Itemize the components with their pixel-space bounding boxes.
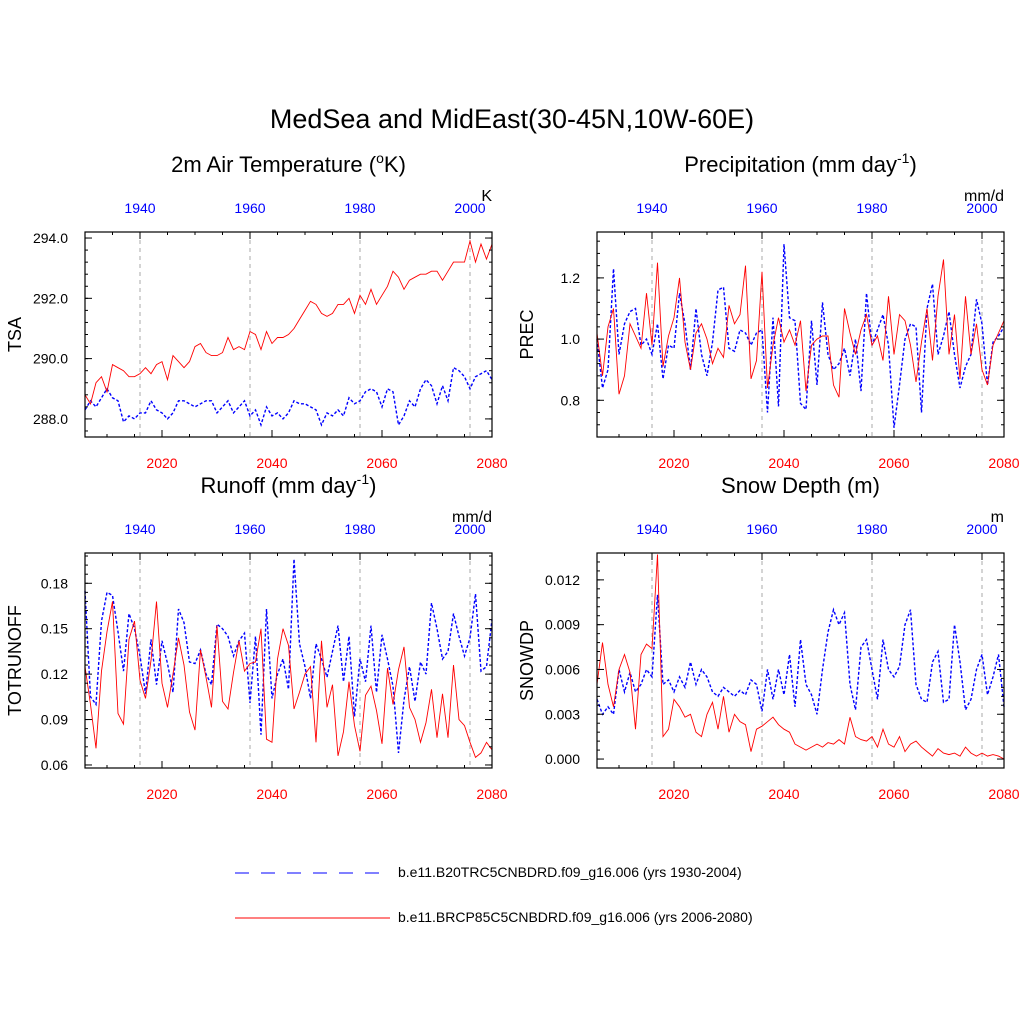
y-tick-label: 0.009 bbox=[545, 617, 580, 633]
x-top-tick-label: 1960 bbox=[234, 200, 265, 216]
x-bottom-tick-label: 2080 bbox=[476, 455, 507, 471]
series-line-historical bbox=[596, 244, 1005, 428]
y-tick-label: 290.0 bbox=[33, 351, 68, 367]
panels-group: 2m Air Temperature (oK) K 288.0 290.0 292.0 2… bbox=[5, 150, 1020, 802]
chart-panel-2: Precipitation (mm day-1) mm/d 0.8 1.0 1.2 PRE… bbox=[517, 150, 1020, 471]
chart-panel-1: 2m Air Temperature (oK) K 288.0 290.0 292.0 2… bbox=[5, 150, 508, 471]
panel-title: Precipitation (mm day-1) bbox=[684, 150, 917, 177]
panel-title-sup: -1 bbox=[357, 471, 370, 487]
x-top-tick-label: 2000 bbox=[454, 200, 485, 216]
panel-title-end: K) bbox=[384, 152, 406, 177]
panel-title: Runoff (mm day-1) bbox=[201, 471, 377, 498]
y-tick-label: 0.000 bbox=[545, 751, 580, 767]
units-label: K bbox=[481, 188, 492, 205]
x-bottom-tick-label: 2040 bbox=[768, 455, 799, 471]
x-top-tick-label: 2000 bbox=[454, 521, 485, 537]
plot-frame bbox=[84, 552, 493, 769]
y-tick-label: 292.0 bbox=[33, 290, 68, 306]
y-tick-label: 0.15 bbox=[41, 621, 68, 637]
series-line-future bbox=[596, 554, 1005, 760]
panel-title-main: 2m Air Temperature ( bbox=[171, 152, 377, 177]
y-tick-label: 1.2 bbox=[561, 270, 581, 286]
units-label: mm/d bbox=[452, 509, 492, 526]
panel-title-end: ) bbox=[369, 473, 376, 498]
x-top-tick-label: 2000 bbox=[966, 200, 997, 216]
y-axis-label: TOTRUNOFF bbox=[5, 605, 25, 716]
x-top-tick-label: 1940 bbox=[636, 521, 667, 537]
y-tick-label: 294.0 bbox=[33, 230, 68, 246]
x-top-tick-label: 1960 bbox=[234, 521, 265, 537]
x-top-tick-label: 1940 bbox=[124, 521, 155, 537]
figure-title: MedSea and MidEast(30-45N,10W-60E) bbox=[270, 104, 754, 134]
panel-title-main: Precipitation (mm day bbox=[684, 152, 897, 177]
series-line-future bbox=[84, 239, 493, 405]
panel-title: 2m Air Temperature (oK) bbox=[171, 150, 406, 177]
series-line-historical bbox=[596, 594, 1005, 717]
x-bottom-tick-label: 2020 bbox=[146, 786, 177, 802]
x-bottom-tick-label: 2060 bbox=[878, 455, 909, 471]
panel-title-sup: -1 bbox=[897, 150, 910, 166]
chart-panel-3: Runoff (mm day-1) mm/d 0.06 0.09 0.12 0.15 0.1… bbox=[5, 471, 508, 802]
x-bottom-tick-label: 2040 bbox=[256, 455, 287, 471]
units-label: mm/d bbox=[964, 188, 1004, 205]
panel-title-main: Runoff (mm day bbox=[201, 473, 357, 498]
y-tick-label: 0.12 bbox=[41, 666, 68, 682]
x-bottom-tick-label: 2020 bbox=[658, 455, 689, 471]
y-tick-label: 0.003 bbox=[545, 706, 580, 722]
x-bottom-tick-label: 2080 bbox=[988, 786, 1019, 802]
series-line-future bbox=[84, 601, 493, 759]
y-axis-label: SNOWDP bbox=[517, 620, 537, 701]
y-tick-label: 0.006 bbox=[545, 661, 580, 677]
x-bottom-tick-label: 2060 bbox=[366, 786, 397, 802]
series-line-historical bbox=[84, 559, 493, 753]
x-top-tick-label: 1980 bbox=[344, 200, 375, 216]
panel-title-end: ) bbox=[909, 152, 916, 177]
y-tick-label: 0.012 bbox=[545, 572, 580, 588]
y-axis-label: PREC bbox=[517, 309, 537, 359]
x-bottom-tick-label: 2040 bbox=[256, 786, 287, 802]
y-tick-label: 0.18 bbox=[41, 575, 68, 591]
x-top-tick-label: 1940 bbox=[636, 200, 667, 216]
x-bottom-tick-label: 2020 bbox=[146, 455, 177, 471]
x-bottom-tick-label: 2040 bbox=[768, 786, 799, 802]
x-top-tick-label: 1960 bbox=[746, 200, 777, 216]
series-line-future bbox=[596, 259, 1005, 398]
x-bottom-tick-label: 2020 bbox=[658, 786, 689, 802]
x-top-tick-label: 1980 bbox=[856, 200, 887, 216]
legend: b.e11.B20TRC5CNBDRD.f09_g16.006 (yrs 193… bbox=[235, 864, 753, 925]
y-tick-label: 0.09 bbox=[41, 712, 68, 728]
legend-label-future: b.e11.BRCP85C5CNBDRD.f09_g16.006 (yrs 20… bbox=[398, 909, 753, 925]
x-bottom-tick-label: 2060 bbox=[366, 455, 397, 471]
y-tick-label: 288.0 bbox=[33, 411, 68, 427]
x-top-tick-label: 1940 bbox=[124, 200, 155, 216]
y-axis-label: TSA bbox=[5, 317, 25, 352]
series-line-historical bbox=[84, 366, 493, 428]
chart-panel-4: Snow Depth (m) m 0.000 0.003 0.006 0.009 0.012… bbox=[517, 473, 1020, 802]
panel-title-sup: o bbox=[376, 150, 384, 166]
x-top-tick-label: 1980 bbox=[856, 521, 887, 537]
x-top-tick-label: 1960 bbox=[746, 521, 777, 537]
y-tick-label: 0.06 bbox=[41, 757, 68, 773]
panel-title: Snow Depth (m) bbox=[721, 473, 880, 498]
legend-label-historical: b.e11.B20TRC5CNBDRD.f09_g16.006 (yrs 193… bbox=[398, 864, 742, 880]
x-top-tick-label: 1980 bbox=[344, 521, 375, 537]
x-top-tick-label: 2000 bbox=[966, 521, 997, 537]
units-label: m bbox=[991, 509, 1004, 526]
plot-frame bbox=[596, 231, 1005, 438]
x-bottom-tick-label: 2080 bbox=[476, 786, 507, 802]
panel-title-main: Snow Depth (m) bbox=[721, 473, 880, 498]
y-tick-label: 1.0 bbox=[561, 331, 581, 347]
x-bottom-tick-label: 2080 bbox=[988, 455, 1019, 471]
y-tick-label: 0.8 bbox=[561, 392, 581, 408]
x-bottom-tick-label: 2060 bbox=[878, 786, 909, 802]
